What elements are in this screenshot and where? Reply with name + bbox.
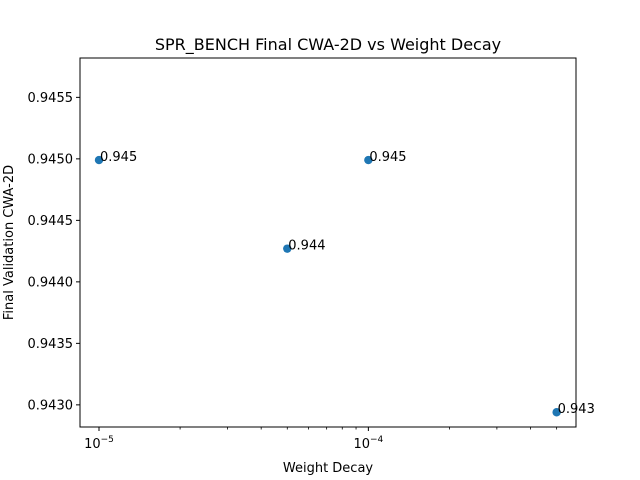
data-label: 0.945	[369, 150, 406, 165]
plot-area: 0.9450.9440.9450.943	[94, 150, 595, 417]
x-tick-label: 10−5	[84, 435, 114, 452]
x-tick-label: 10−4	[353, 435, 383, 452]
data-point	[552, 408, 561, 417]
y-tick-label: 0.9440	[28, 275, 74, 290]
data-label: 0.945	[100, 150, 137, 165]
y-tick-label: 0.9455	[28, 91, 74, 106]
chart-title: SPR_BENCH Final CWA-2D vs Weight Decay	[155, 35, 501, 55]
y-tick-label: 0.9435	[28, 337, 74, 352]
plot-frame	[79, 57, 577, 428]
y-tick-label: 0.9445	[28, 214, 74, 229]
y-tick-label: 0.9450	[28, 152, 74, 167]
data-point	[94, 155, 104, 165]
x-axis-label: Weight Decay	[283, 461, 374, 476]
data-label: 0.944	[288, 239, 325, 254]
y-axis-label: Final Validation CWA-2D	[2, 165, 17, 320]
y-tick-label: 0.9430	[28, 398, 74, 413]
data-point	[283, 244, 292, 253]
data-point	[364, 155, 373, 165]
